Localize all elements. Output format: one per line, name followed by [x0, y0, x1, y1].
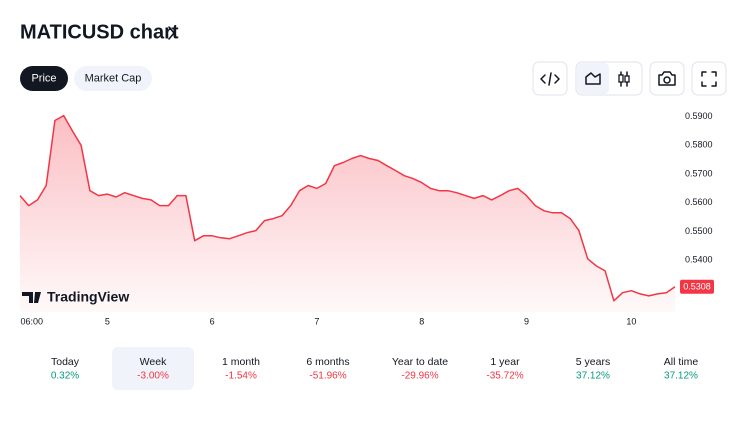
period-change[interactable]: -3.00% [137, 371, 169, 382]
x-tick-label: 8 [419, 316, 424, 326]
candle-body [618, 74, 624, 83]
tv-logo [22, 292, 41, 303]
period-change[interactable]: -35.72% [486, 371, 523, 382]
last-price-label: 0.5308 [683, 282, 711, 292]
snapshot-button[interactable] [649, 61, 685, 96]
watermark-text: TradingView [47, 289, 129, 305]
x-tick-label: 10 [626, 316, 636, 326]
period-change[interactable]: 0.32% [51, 371, 79, 382]
x-tick-label: 9 [524, 316, 529, 326]
chevron[interactable] [168, 26, 175, 40]
candle-body [624, 75, 630, 83]
camera-lens [663, 76, 671, 84]
period-change[interactable]: -29.96% [401, 371, 438, 382]
camera-icon [658, 71, 676, 86]
period-label[interactable]: All time [664, 356, 699, 368]
embed-icon [540, 72, 560, 86]
y-tick-label: 0.5900 [685, 111, 713, 121]
y-tick-label: 0.5400 [685, 255, 713, 265]
title: MATICUSD chart [20, 21, 179, 43]
watermark: TradingView [22, 289, 129, 305]
tab-label[interactable]: Price [31, 72, 56, 84]
x-tick-label: 7 [314, 316, 319, 326]
y-tick-label: 0.5700 [685, 168, 713, 178]
area-fill [20, 115, 675, 312]
y-tick-label: 0.5800 [685, 140, 713, 150]
x-tick-label: 06:00 [20, 316, 43, 326]
x-tick-label: 6 [210, 316, 215, 326]
y-tick-label: 0.5500 [685, 226, 713, 236]
period-label[interactable]: Today [51, 356, 80, 368]
fullscreen-icon [701, 71, 717, 87]
tab[interactable] [74, 66, 152, 91]
period-label[interactable]: 1 year [490, 356, 520, 368]
period-change[interactable]: 37.12% [664, 371, 698, 382]
period-label[interactable]: 6 months [306, 356, 349, 368]
tab-label[interactable]: Market Cap [85, 72, 142, 84]
period-change[interactable]: -1.54% [225, 371, 257, 382]
period-change[interactable]: 37.12% [576, 371, 610, 382]
area-button[interactable] [577, 63, 609, 94]
tab[interactable] [20, 66, 68, 91]
period-label[interactable]: 5 years [576, 356, 610, 368]
last-price-tag [680, 279, 714, 294]
toolbar [532, 61, 727, 96]
price-line [19, 114, 676, 302]
period-label[interactable]: Year to date [392, 356, 448, 368]
fullscreen-button[interactable] [691, 61, 727, 96]
x-tick-label: 5 [105, 316, 110, 326]
period-change[interactable]: -51.96% [309, 371, 346, 382]
period-label[interactable]: Week [140, 356, 167, 368]
area-icon [585, 72, 601, 85]
period-active-bg[interactable] [112, 347, 194, 390]
y-tick-label: 0.5600 [685, 197, 713, 207]
period-label[interactable]: 1 month [222, 356, 260, 368]
